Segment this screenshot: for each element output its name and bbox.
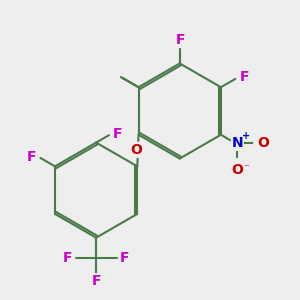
- Text: O: O: [232, 164, 243, 177]
- Text: F: F: [120, 251, 130, 265]
- Text: F: F: [176, 33, 185, 47]
- Text: +: +: [242, 131, 250, 141]
- Text: O: O: [130, 143, 142, 157]
- Text: ⁻: ⁻: [243, 164, 249, 174]
- Text: N: N: [232, 136, 243, 150]
- Text: F: F: [113, 127, 122, 141]
- Text: F: F: [240, 70, 249, 84]
- Text: F: F: [27, 149, 37, 164]
- Text: O: O: [257, 136, 269, 150]
- Text: F: F: [63, 251, 72, 265]
- Text: F: F: [92, 274, 101, 288]
